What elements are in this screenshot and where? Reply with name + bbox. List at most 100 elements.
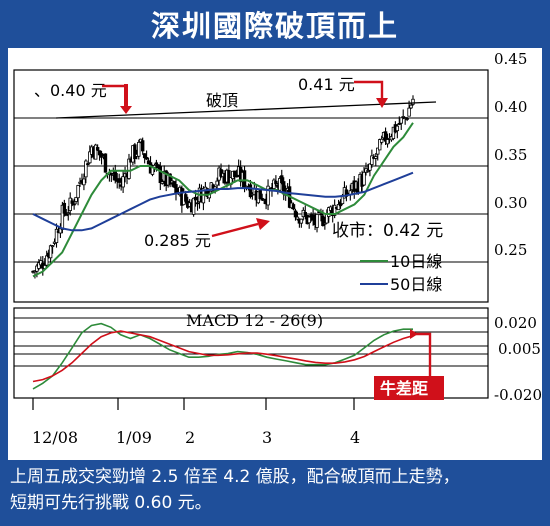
ma10-line xyxy=(32,122,414,278)
candle xyxy=(385,133,390,148)
candle xyxy=(379,135,384,145)
candle xyxy=(376,147,380,161)
candle-body xyxy=(48,245,53,259)
y-tick-0-30: 0.30 xyxy=(494,194,527,212)
candle xyxy=(127,153,131,180)
candle-body xyxy=(411,98,415,105)
y-tick-0-35: 0.35 xyxy=(494,146,527,164)
candle xyxy=(227,164,231,184)
candle-body xyxy=(391,126,396,139)
candle-body xyxy=(88,151,92,164)
candle-body xyxy=(379,138,384,143)
candle-body xyxy=(99,153,104,158)
candle xyxy=(293,208,298,221)
candle-body xyxy=(39,260,43,266)
candle xyxy=(366,164,370,173)
candle xyxy=(370,149,374,168)
candle xyxy=(95,144,100,152)
caption: 上周五成交突勁增 2.5 倍至 4.2 億股，配合破頂而上走勢， 短期可先行挑戰… xyxy=(10,464,544,516)
candle-body xyxy=(278,178,282,191)
divergence-badge xyxy=(374,376,444,400)
macd-y-tick-0-005: 0.005 xyxy=(498,340,541,358)
candle xyxy=(158,162,163,191)
candle-body xyxy=(227,170,231,184)
candle xyxy=(142,153,147,164)
candle xyxy=(82,173,86,191)
arrow-high-left-line xyxy=(102,84,128,110)
ma50-line xyxy=(32,171,414,232)
candle xyxy=(66,206,70,221)
candle-body xyxy=(378,139,382,151)
candle xyxy=(62,199,67,217)
candle-body xyxy=(385,139,390,145)
candle xyxy=(84,159,88,184)
page-title: 深圳國際破頂而上 xyxy=(150,9,399,43)
candle-body xyxy=(95,147,100,151)
candle xyxy=(144,150,149,160)
candle-body xyxy=(168,173,172,185)
candle-body xyxy=(399,117,403,124)
candle-body xyxy=(266,185,270,206)
candle-body xyxy=(205,188,210,197)
candle xyxy=(219,163,223,179)
caption-line-2: 短期可先行挑戰 0.60 元。 xyxy=(10,493,212,513)
candle xyxy=(374,153,378,166)
annotation-breakout: 破頂 xyxy=(206,91,238,110)
annotation-high-right: 0.41 元 xyxy=(298,75,355,94)
candle-body xyxy=(133,144,137,160)
candle-body xyxy=(191,197,196,215)
candle-body xyxy=(233,170,237,178)
candle-body xyxy=(140,140,145,152)
candle xyxy=(54,223,59,248)
candle-body xyxy=(327,207,331,217)
candle-body xyxy=(103,153,108,173)
macd-y-tick-0-020: 0.020 xyxy=(494,314,537,332)
candle xyxy=(332,199,337,219)
arrow-high-right-line xyxy=(354,80,384,102)
candle-body xyxy=(158,166,163,184)
candle xyxy=(68,192,72,216)
candle xyxy=(295,211,300,221)
candle-body xyxy=(336,204,341,211)
candle xyxy=(121,170,125,193)
x-tick-4: 4 xyxy=(350,428,360,447)
candle-body xyxy=(142,153,147,159)
candle xyxy=(50,245,55,254)
macd-line xyxy=(32,322,413,390)
candle xyxy=(274,175,278,187)
candle-body xyxy=(144,157,149,160)
candle-body xyxy=(62,202,67,214)
annotation-low: 0.285 元 xyxy=(144,231,211,250)
x-tick-2: 2 xyxy=(185,428,195,447)
candle-body xyxy=(68,197,72,211)
candle xyxy=(72,198,76,210)
candle-body xyxy=(74,196,78,202)
candle-body xyxy=(82,178,86,186)
candle xyxy=(368,163,372,177)
candle-body xyxy=(235,175,239,178)
stock-chart: 0.45 0.40 0.35 0.30 0.25 0.020 0.005 -0.… xyxy=(13,50,542,447)
candle-body xyxy=(97,150,102,156)
macd-title: MACD 12 - 26(9) xyxy=(186,311,323,330)
candle-body xyxy=(72,203,76,206)
candle xyxy=(266,179,270,211)
candle xyxy=(99,150,104,165)
macd-y-tick-neg-0-020: -0.020 xyxy=(494,386,542,404)
candle xyxy=(86,163,90,166)
candle-body xyxy=(280,175,284,184)
candle xyxy=(278,176,282,193)
candle-body xyxy=(258,188,262,200)
candle xyxy=(405,116,409,122)
candle xyxy=(195,196,200,211)
macd-lines xyxy=(32,322,414,390)
x-tick-12-08: 12/08 xyxy=(32,428,78,447)
candle-body xyxy=(370,155,374,165)
candle-body xyxy=(362,171,366,186)
candle-body xyxy=(293,210,298,218)
candle xyxy=(160,179,164,185)
candle xyxy=(39,256,43,269)
candle xyxy=(272,178,276,190)
candle xyxy=(93,143,98,160)
candle xyxy=(48,244,53,264)
